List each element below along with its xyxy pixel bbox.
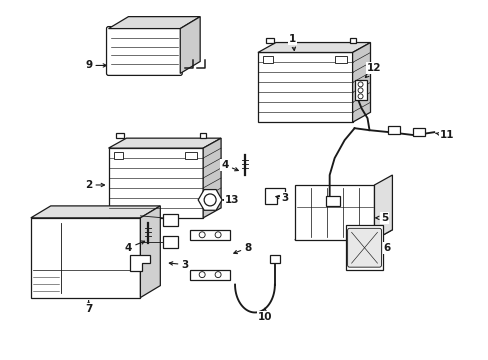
Polygon shape <box>31 206 160 218</box>
Bar <box>387 126 400 134</box>
Bar <box>325 196 339 206</box>
Bar <box>116 133 124 138</box>
Text: 6: 6 <box>383 243 390 253</box>
Bar <box>113 152 123 159</box>
Polygon shape <box>108 148 203 218</box>
Polygon shape <box>203 138 221 218</box>
Bar <box>265 37 273 42</box>
Bar <box>190 270 229 280</box>
Polygon shape <box>352 42 370 122</box>
Bar <box>334 57 346 63</box>
Bar <box>345 225 383 270</box>
Polygon shape <box>108 138 221 148</box>
Text: 12: 12 <box>365 63 381 77</box>
Text: 1: 1 <box>288 33 296 50</box>
Text: 13: 13 <box>223 195 239 205</box>
FancyBboxPatch shape <box>347 228 381 267</box>
Text: 4: 4 <box>221 160 238 171</box>
Polygon shape <box>294 230 392 240</box>
Polygon shape <box>180 17 200 73</box>
Bar <box>200 133 206 138</box>
Polygon shape <box>31 218 140 298</box>
Polygon shape <box>264 188 285 204</box>
Bar <box>269 255 279 263</box>
Text: 3: 3 <box>275 193 288 203</box>
FancyBboxPatch shape <box>106 27 182 75</box>
Text: 7: 7 <box>85 301 92 315</box>
Bar <box>190 230 229 240</box>
Polygon shape <box>374 175 392 240</box>
Polygon shape <box>198 190 222 210</box>
Bar <box>185 152 197 159</box>
Polygon shape <box>140 206 160 298</box>
Polygon shape <box>294 185 374 240</box>
Text: 2: 2 <box>85 180 104 190</box>
Text: 4: 4 <box>124 241 144 253</box>
Text: 8: 8 <box>233 243 251 253</box>
Text: 9: 9 <box>85 60 106 71</box>
Bar <box>163 236 178 248</box>
Polygon shape <box>130 255 150 271</box>
Bar <box>354 80 366 100</box>
Text: 3: 3 <box>169 260 188 270</box>
Bar <box>263 57 272 63</box>
Polygon shape <box>258 42 370 53</box>
Polygon shape <box>258 53 352 122</box>
Bar <box>412 128 425 136</box>
Bar <box>349 37 355 42</box>
Polygon shape <box>108 17 200 28</box>
Text: 11: 11 <box>435 130 453 140</box>
Text: 10: 10 <box>257 308 272 323</box>
Text: 5: 5 <box>375 213 387 223</box>
Bar <box>163 214 178 226</box>
